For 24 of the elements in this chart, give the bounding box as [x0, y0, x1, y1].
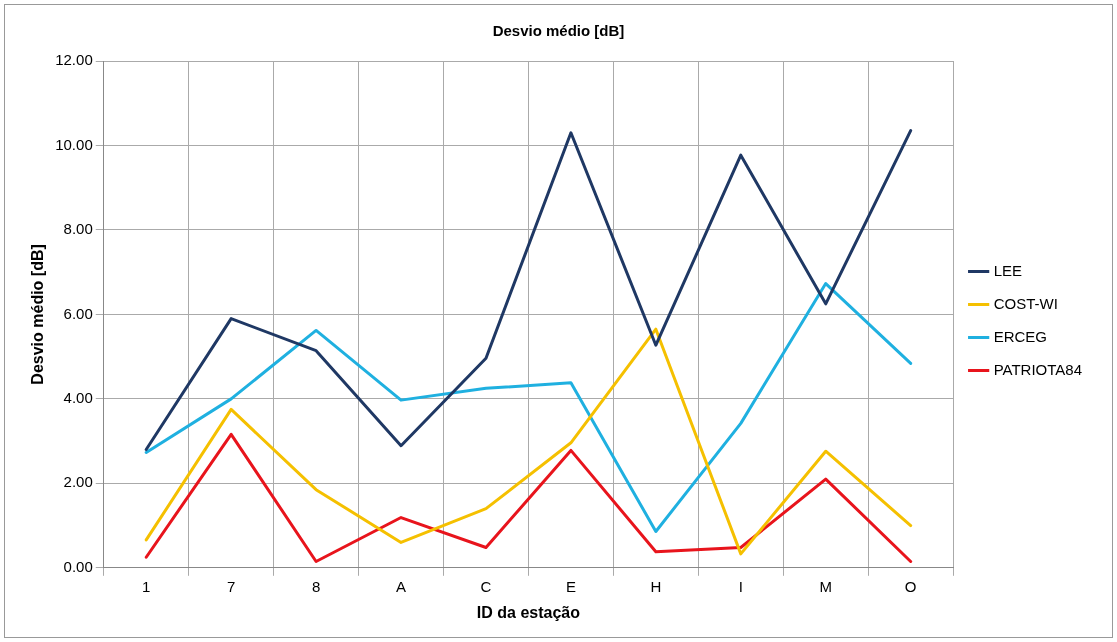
chart-title: Desvio médio [dB] — [492, 22, 625, 40]
legend-label: ERCEG — [993, 327, 1047, 345]
x-tick-label: 1 — [142, 577, 151, 595]
x-tick-label: I — [738, 577, 743, 595]
y-tick-label: 6.00 — [63, 304, 93, 322]
x-tick-label: H — [650, 577, 662, 595]
legend-label: COST-WI — [993, 294, 1058, 312]
y-tick-label: 10.00 — [55, 135, 93, 153]
legend-label: PATRIOTA84 — [993, 360, 1083, 378]
x-tick-label: E — [565, 577, 576, 595]
y-tick-label: 4.00 — [63, 389, 93, 407]
x-tick-label: 8 — [311, 577, 321, 595]
y-tick-label: 8.00 — [63, 220, 93, 238]
y-tick-label: 12.00 — [55, 51, 93, 69]
x-tick-label: O — [904, 577, 917, 595]
y-axis-title: Desvio médio [dB] — [29, 244, 47, 385]
y-tick-label: 2.00 — [63, 473, 93, 491]
x-axis-title: ID da estação — [476, 603, 581, 621]
x-tick-label: A — [396, 577, 407, 595]
y-tick-label: 0.00 — [63, 557, 93, 575]
legend-label: LEE — [993, 261, 1023, 279]
x-tick-label: M — [819, 577, 832, 595]
x-tick-label: C — [480, 577, 492, 595]
x-tick-label: 7 — [226, 577, 236, 595]
